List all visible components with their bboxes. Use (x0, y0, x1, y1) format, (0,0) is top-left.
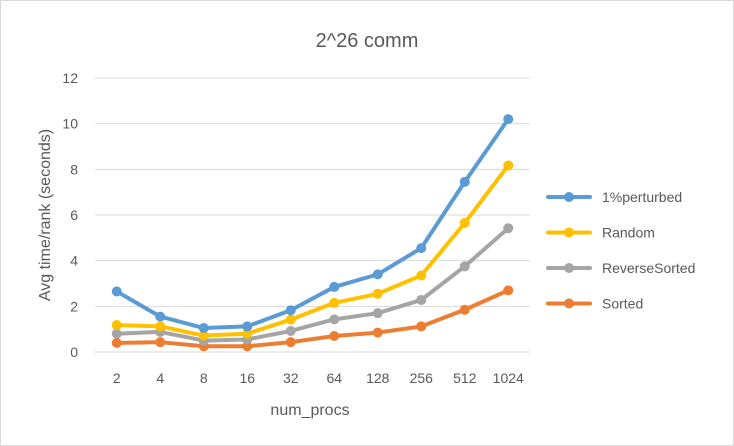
data-point (155, 311, 166, 322)
data-point (242, 328, 253, 339)
data-point (155, 337, 166, 348)
series-line (114, 163, 511, 338)
legend-label: ReverseSorted (602, 260, 695, 276)
legend-item: ReverseSorted (546, 260, 695, 276)
data-point (416, 294, 427, 305)
x-tick-label: 4 (156, 370, 164, 386)
data-point (503, 223, 514, 234)
data-point (459, 304, 470, 315)
chart-title: 2^26 comm (316, 30, 419, 52)
legend-swatch-marker (564, 192, 574, 202)
x-tick-label: 64 (326, 370, 342, 386)
gridlines (95, 77, 530, 353)
legend-item: 1%perturbed (546, 189, 682, 205)
series-1%perturbed (111, 114, 514, 334)
data-point (459, 261, 470, 272)
y-tick-label: 10 (62, 116, 78, 132)
data-point (372, 288, 383, 299)
y-tick-label: 12 (62, 70, 78, 86)
data-point (242, 321, 253, 332)
data-point (416, 270, 427, 281)
series-ReverseSorted (111, 223, 514, 346)
legend-label: Sorted (602, 296, 643, 312)
series-Sorted (111, 285, 514, 352)
x-tick-labels: 2 4 8 16 32 64 128 256 512 1024 (113, 370, 524, 386)
data-point (285, 325, 296, 336)
data-point (111, 328, 122, 339)
x-axis-label: num_procs (270, 402, 349, 419)
data-point (329, 281, 340, 292)
data-point (111, 337, 122, 348)
data-point (155, 321, 166, 332)
data-point (329, 297, 340, 308)
data-point (111, 320, 122, 331)
y-tick-label: 8 (70, 161, 78, 177)
data-point (459, 176, 470, 187)
data-point (503, 285, 514, 296)
x-tick-label: 32 (283, 370, 299, 386)
y-axis-label: Avg time/rank (seconds) (37, 129, 54, 301)
data-point (242, 341, 253, 352)
x-tick-label: 1024 (493, 370, 524, 386)
y-tick-label: 2 (70, 298, 78, 314)
data-point (198, 323, 209, 334)
data-point (372, 269, 383, 280)
data-point (285, 314, 296, 325)
data-point (416, 243, 427, 254)
data-point (416, 321, 427, 332)
legend-swatch-marker (564, 263, 574, 273)
legend-swatch-marker (564, 298, 574, 309)
legend-label: Random (602, 225, 655, 241)
y-tick-label: 4 (70, 253, 78, 269)
y-tick-labels: 0 2 4 6 8 10 12 (62, 70, 78, 360)
x-tick-label: 512 (453, 370, 477, 386)
data-point (459, 217, 470, 228)
series-line (114, 288, 511, 349)
series-line (114, 117, 511, 331)
data-point (285, 337, 296, 348)
series-lines (111, 114, 514, 352)
legend: 1%perturbed Random ReverseSorted Sorted (546, 189, 695, 312)
data-point (111, 286, 122, 297)
data-point (198, 330, 209, 341)
legend-label: 1%perturbed (602, 189, 682, 205)
data-point (372, 327, 383, 338)
data-point (329, 331, 340, 342)
legend-swatch-marker (564, 227, 574, 238)
x-tick-label: 256 (410, 370, 434, 386)
x-tick-label: 128 (366, 370, 390, 386)
data-point (329, 314, 340, 325)
data-point (503, 160, 514, 171)
data-point (285, 305, 296, 316)
series-line (114, 226, 511, 343)
x-tick-label: 2 (113, 370, 121, 386)
y-tick-label: 6 (70, 207, 78, 223)
legend-item: Sorted (546, 296, 643, 312)
y-tick-label: 0 (70, 344, 78, 360)
legend-item: Random (546, 225, 655, 241)
series-Random (111, 160, 514, 341)
x-tick-label: 16 (239, 370, 255, 386)
data-point (503, 114, 514, 125)
data-point (372, 308, 383, 319)
x-tick-label: 8 (200, 370, 208, 386)
